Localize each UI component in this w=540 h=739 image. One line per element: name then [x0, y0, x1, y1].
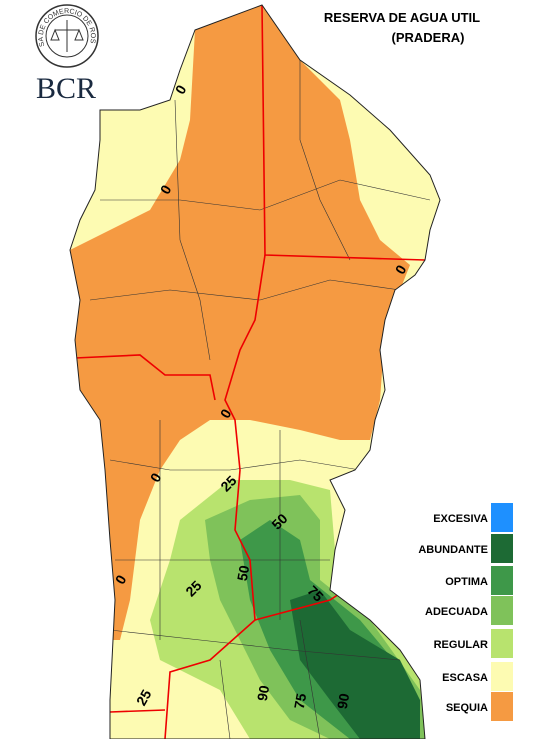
contour-label: 90 — [334, 692, 352, 710]
legend: EXCESIVA ABUNDANTE OPTIMA ADECUADA REGULAR ES… — [418, 503, 513, 721]
legend-label: ABUNDANTE — [418, 544, 488, 556]
logo-scales — [50, 20, 84, 52]
title-line2: (PRADERA) — [392, 30, 465, 45]
contour-label: 75 — [291, 692, 309, 710]
title-line1: RESERVA DE AGUA UTIL — [324, 10, 480, 25]
brand: BCR — [36, 72, 96, 105]
contour-label: 50 — [234, 564, 252, 582]
legend-swatch — [491, 503, 513, 532]
contour-label: 90 — [254, 684, 272, 702]
zone-sequia — [70, 5, 410, 640]
legend-label: REGULAR — [434, 639, 488, 651]
legend-swatch — [491, 629, 513, 658]
legend-swatch — [491, 566, 513, 595]
legend-label: OPTIMA — [445, 576, 488, 588]
boundary-lines — [74, 5, 426, 739]
legend-label: SEQUIA — [446, 702, 488, 714]
legend-swatch — [491, 596, 513, 625]
legend-swatch — [491, 534, 513, 563]
department-lines — [89, 60, 431, 739]
legend-label: ESCASA — [442, 672, 488, 684]
legend-label: EXCESIVA — [433, 513, 488, 525]
logo-ring — [35, 4, 99, 68]
contour-label: 25 — [133, 687, 155, 709]
logo-inner — [45, 14, 89, 58]
legend-label: ADECUADA — [425, 606, 488, 618]
legend-swatch — [491, 662, 513, 691]
zone-abundante — [290, 590, 420, 739]
legend-swatch — [491, 692, 513, 721]
